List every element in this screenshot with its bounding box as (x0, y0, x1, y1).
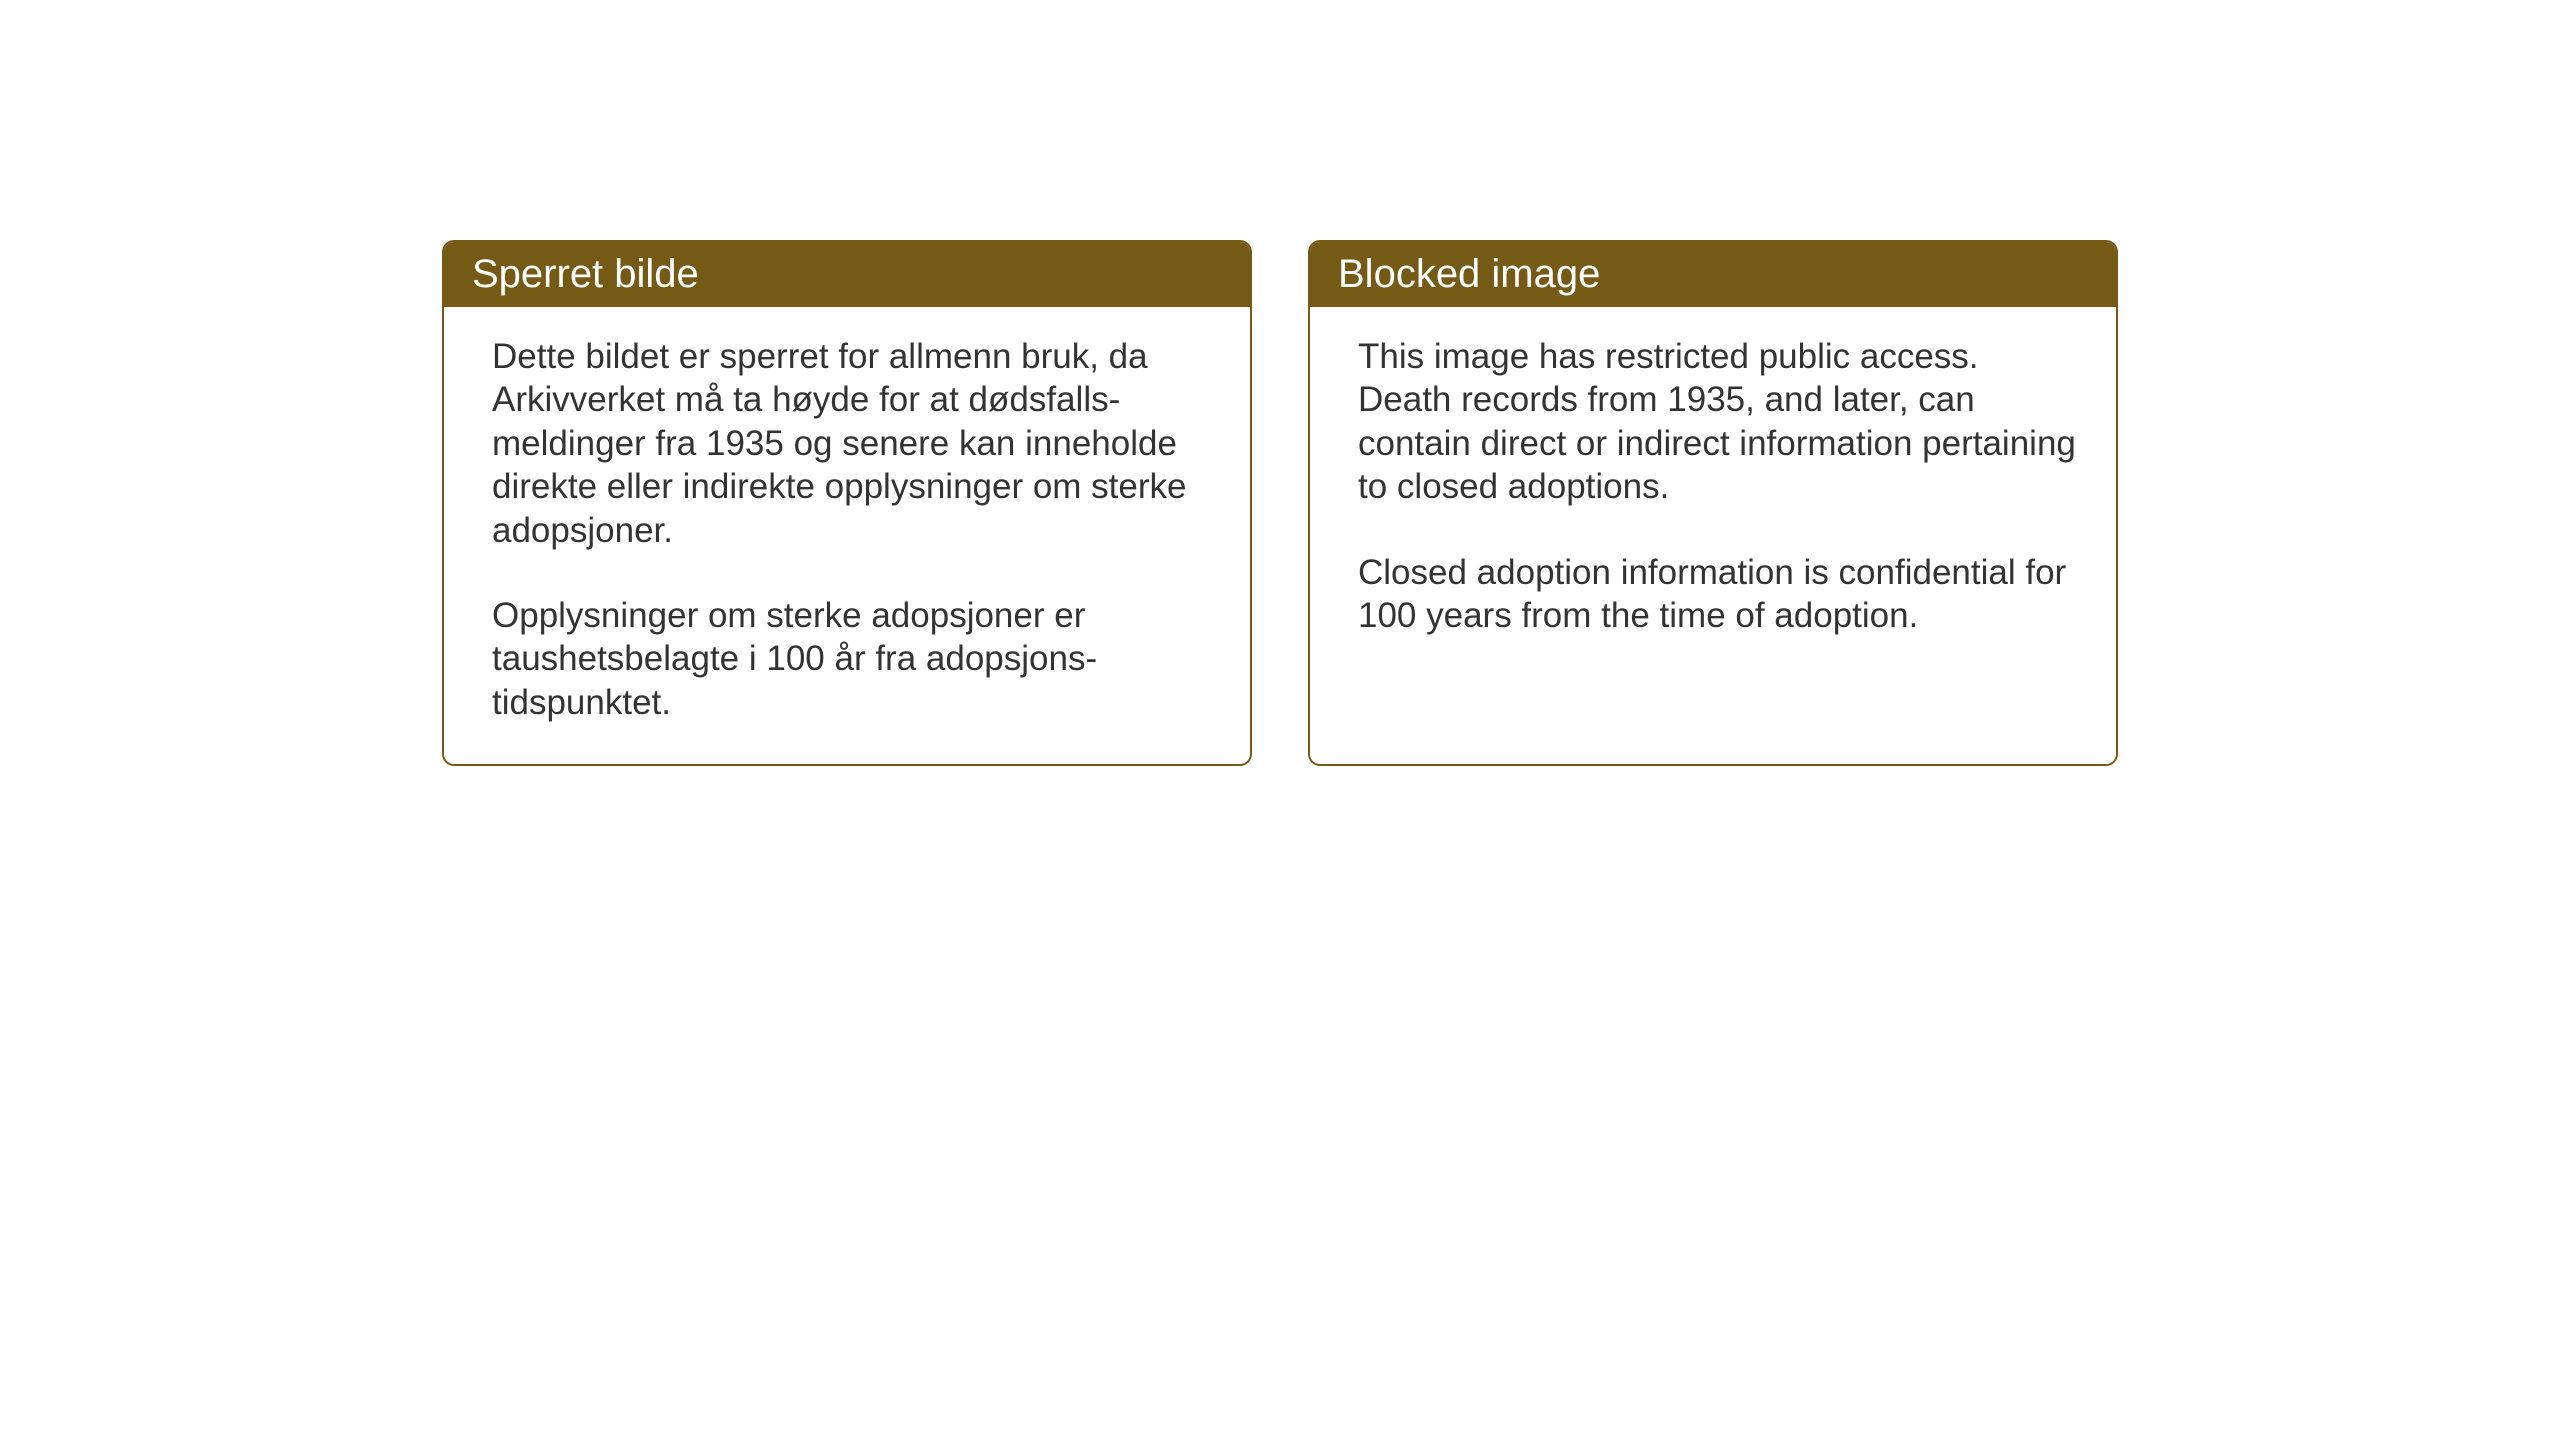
english-card-title: Blocked image (1310, 242, 2116, 307)
norwegian-card: Sperret bilde Dette bildet er sperret fo… (442, 240, 1252, 766)
english-paragraph-2: Closed adoption information is confident… (1358, 551, 2076, 638)
english-paragraph-1: This image has restricted public access.… (1358, 335, 2076, 509)
english-card-body: This image has restricted public access.… (1310, 307, 2116, 677)
norwegian-card-title: Sperret bilde (444, 242, 1250, 307)
norwegian-paragraph-1: Dette bildet er sperret for allmenn bruk… (492, 335, 1210, 552)
cards-container: Sperret bilde Dette bildet er sperret fo… (442, 240, 2118, 766)
norwegian-card-body: Dette bildet er sperret for allmenn bruk… (444, 307, 1250, 764)
english-card: Blocked image This image has restricted … (1308, 240, 2118, 766)
norwegian-paragraph-2: Opplysninger om sterke adopsjoner er tau… (492, 594, 1210, 724)
